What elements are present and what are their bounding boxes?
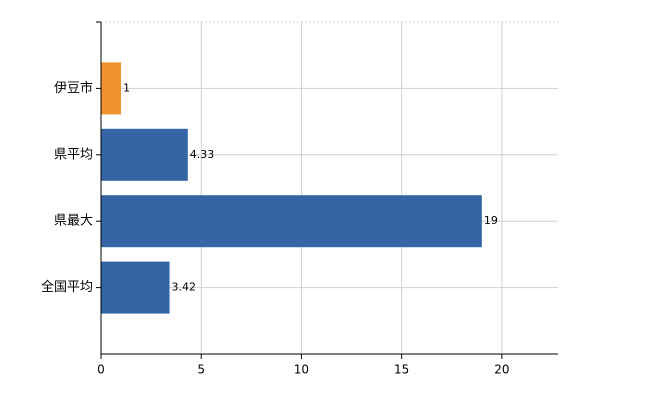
x-tick-label: 15: [394, 363, 409, 377]
y-tick-label: 県平均: [54, 147, 93, 162]
bar: [101, 195, 482, 248]
value-label: 3.42: [172, 281, 197, 294]
x-tick-label: 5: [197, 363, 205, 377]
bar: [101, 261, 170, 314]
y-tick-label: 全国平均: [41, 279, 93, 295]
bar: [101, 128, 188, 181]
y-tick-label: 伊豆市: [54, 80, 93, 96]
value-label: 4.33: [190, 148, 215, 161]
value-label: 1: [123, 81, 130, 94]
value-label: 19: [484, 214, 498, 227]
x-tick-label: 10: [294, 363, 309, 377]
y-tick-label: 県最大: [54, 214, 93, 229]
x-tick-label: 0: [97, 363, 105, 377]
x-tick-label: 20: [494, 363, 509, 377]
bar: [101, 62, 122, 115]
